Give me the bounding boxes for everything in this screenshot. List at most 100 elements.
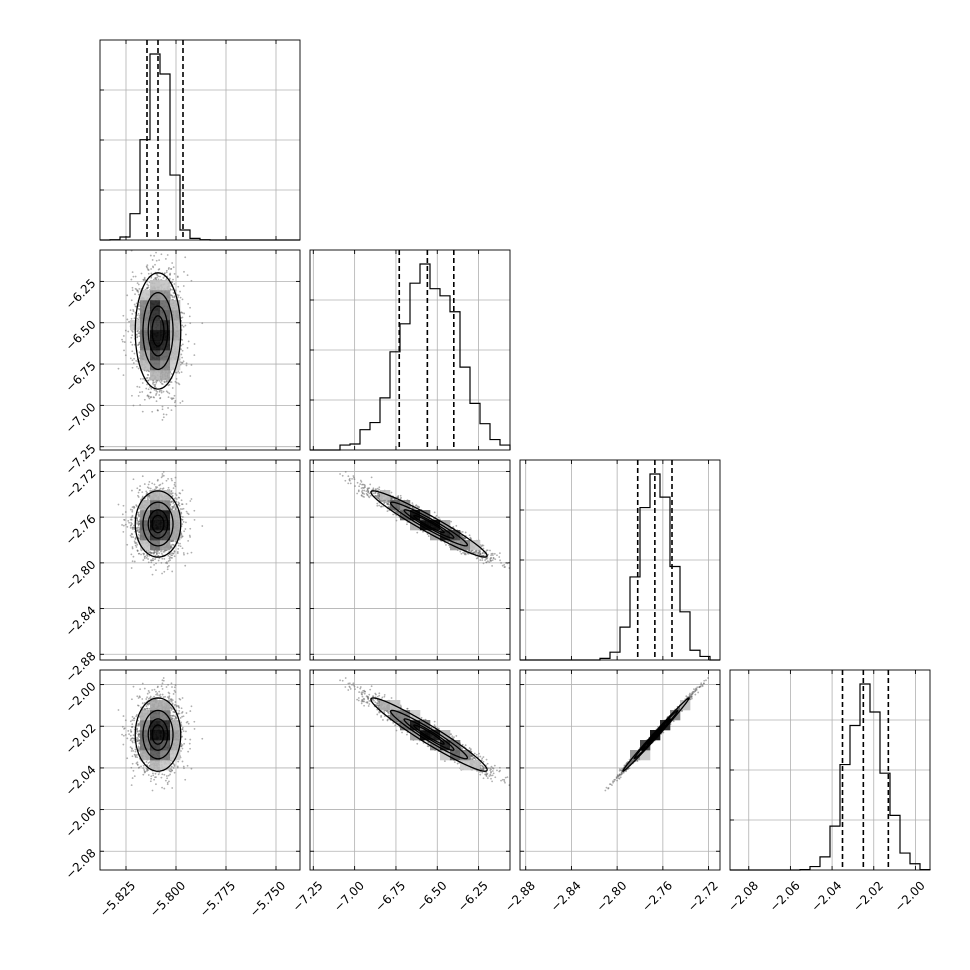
sample-point	[131, 312, 134, 315]
density-cell	[160, 300, 171, 311]
sample-point	[149, 487, 152, 490]
contour-0-1-0	[134, 272, 182, 390]
sample-point	[169, 559, 171, 562]
density-cell	[160, 350, 171, 361]
density-cell	[160, 290, 171, 301]
sample-point	[152, 266, 155, 269]
sample-point	[130, 567, 133, 569]
sample-point	[387, 500, 390, 503]
sample-point	[150, 775, 153, 778]
density-cell	[380, 490, 391, 501]
sample-point	[363, 493, 366, 495]
sample-point	[147, 269, 150, 271]
sample-point	[485, 561, 488, 564]
sample-point	[135, 542, 138, 544]
contour-1-2-2	[403, 509, 455, 539]
sample-point	[129, 309, 132, 312]
sample-point	[366, 488, 369, 491]
sample-point	[183, 312, 186, 315]
sample-point	[171, 543, 174, 546]
sample-point	[145, 370, 148, 372]
sample-point	[445, 544, 447, 546]
sample-point	[181, 400, 184, 403]
sample-point	[173, 394, 176, 397]
sample-point	[161, 475, 164, 477]
sample-point	[153, 381, 155, 384]
sample-point	[493, 552, 496, 555]
sample-point	[163, 557, 166, 560]
sample-point	[167, 486, 170, 489]
density-cell	[140, 340, 151, 351]
sample-point	[165, 269, 168, 272]
sample-point	[122, 743, 125, 746]
axes-frame-3-3	[729, 669, 931, 871]
sample-point	[137, 367, 140, 370]
sample-point	[347, 482, 350, 485]
sample-point	[171, 506, 174, 508]
sample-point	[134, 247, 136, 249]
sample-point	[132, 362, 135, 364]
sample-point	[187, 750, 190, 753]
sample-point	[133, 753, 136, 756]
sample-point	[181, 747, 184, 750]
sample-point	[165, 775, 168, 777]
sample-point	[490, 559, 492, 562]
sample-point	[171, 570, 174, 573]
sample-point	[186, 274, 189, 277]
sample-point	[135, 359, 138, 362]
sample-point	[132, 275, 135, 278]
sample-point	[170, 490, 173, 493]
sample-point	[130, 317, 133, 320]
sample-point	[137, 533, 140, 536]
sample-point	[160, 379, 163, 382]
sample-point	[171, 479, 173, 482]
sample-point	[155, 251, 157, 254]
sample-point	[158, 557, 161, 560]
sample-point	[158, 771, 161, 774]
sample-point	[478, 550, 481, 553]
sample-point	[374, 494, 377, 497]
density-cell	[140, 320, 151, 331]
sample-point	[139, 688, 142, 691]
density-cell	[160, 320, 171, 331]
sample-point	[184, 564, 187, 567]
sample-point	[162, 679, 165, 682]
sample-point	[418, 506, 420, 509]
sample-point	[170, 397, 173, 400]
sample-point	[164, 695, 166, 698]
sample-point	[159, 381, 162, 384]
sample-point	[150, 272, 153, 275]
contour-0-2-2	[147, 509, 169, 539]
sample-point	[129, 518, 132, 521]
sample-point	[154, 263, 156, 266]
sample-point	[186, 347, 189, 349]
sample-point	[150, 561, 153, 564]
sample-point	[143, 483, 146, 485]
sample-point	[140, 706, 142, 709]
sample-point	[136, 736, 139, 739]
sample-point	[181, 503, 184, 506]
sample-point	[344, 470, 347, 473]
sample-point	[382, 505, 384, 508]
density-cell	[140, 510, 151, 521]
sample-point	[122, 314, 125, 317]
sample-point	[155, 693, 158, 696]
sample-point	[175, 377, 178, 380]
sample-point	[129, 526, 132, 529]
sample-point	[170, 409, 173, 412]
sample-point	[163, 380, 166, 383]
sample-point	[416, 531, 419, 534]
sample-point	[181, 697, 184, 699]
sample-point	[354, 485, 356, 487]
sample-point	[182, 715, 185, 718]
sample-point	[182, 730, 185, 732]
sample-point	[482, 562, 485, 565]
sample-point	[165, 271, 168, 274]
sample-point	[349, 479, 351, 482]
axes-frame-1-2	[309, 459, 511, 661]
sample-point	[455, 524, 458, 527]
density-cell	[150, 370, 161, 381]
sample-point	[132, 536, 135, 538]
sample-point	[154, 554, 157, 557]
